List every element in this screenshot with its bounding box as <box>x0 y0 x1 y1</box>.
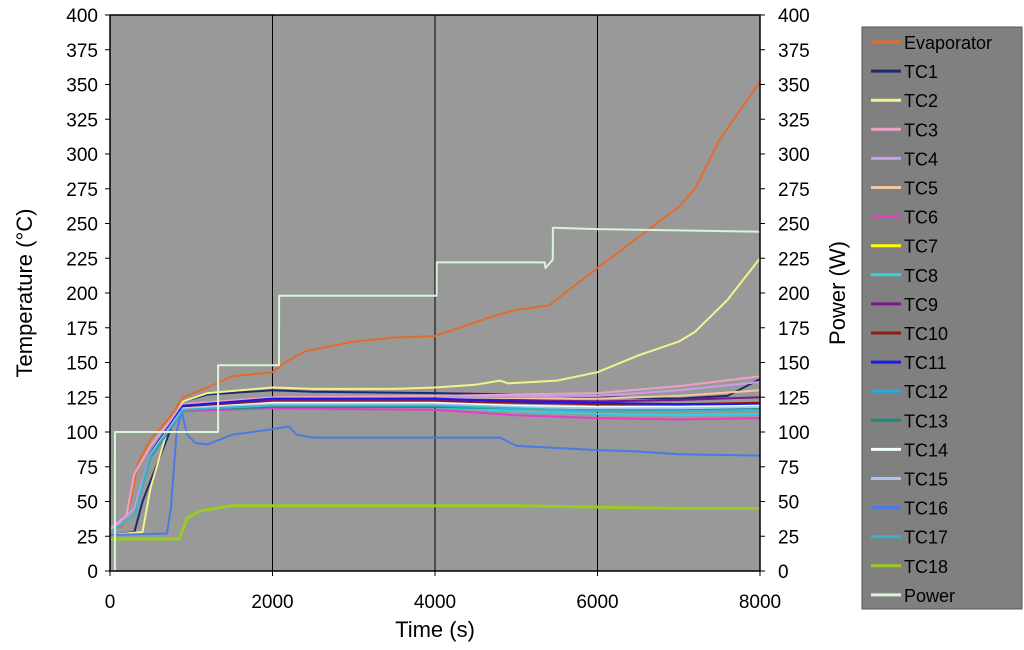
legend: Evaporator TC1 TC2 TC3 TC4 TC5 TC6 TC7 TC8 TC9 TC1… <box>861 26 1023 610</box>
y-tick-label-left: 250 <box>66 215 98 236</box>
y-tick-label-right: 350 <box>778 76 810 97</box>
series-line-tc18 <box>110 504 760 541</box>
y-tick-label-right: 200 <box>778 284 810 305</box>
y-tick-label-left: 200 <box>66 284 98 305</box>
x-axis-title: Time (s) <box>395 617 475 642</box>
legend-label-tc3: TC3 <box>904 120 938 140</box>
y-tick-label-right: 375 <box>778 41 810 62</box>
series-line-tc1 <box>109 378 761 536</box>
y-tick-label-right: 125 <box>778 388 810 409</box>
legend-label-tc8: TC8 <box>904 266 938 286</box>
x-tick-label: 2000 <box>251 592 293 613</box>
legend-label-tc7: TC7 <box>904 237 938 257</box>
legend-label-tc14: TC14 <box>904 440 948 460</box>
x-tick-label: 6000 <box>576 592 618 613</box>
y-tick-label-right: 0 <box>778 562 789 583</box>
y-tick-label-left: 25 <box>77 527 98 548</box>
y-tick-label-right: 275 <box>778 180 810 201</box>
y-tick-label-left: 375 <box>66 41 98 62</box>
axes: 0255075100125150175200225250275300325350… <box>66 6 809 613</box>
legend-label-tc6: TC6 <box>904 208 938 228</box>
y-tick-label-left: 350 <box>66 76 98 97</box>
y-tick-label-left: 225 <box>66 249 98 270</box>
y-tick-label-left: 75 <box>77 458 98 479</box>
legend-label-tc11: TC11 <box>904 353 947 373</box>
y-tick-label-right: 50 <box>778 493 799 514</box>
y-tick-label-right: 150 <box>778 354 810 375</box>
legend-label-tc9: TC9 <box>904 295 938 315</box>
legend-label-evaporator: Evaporator <box>904 33 992 53</box>
y-tick-label-right: 25 <box>778 527 799 548</box>
series-line-evaporator <box>109 81 761 531</box>
y-tick-label-left: 275 <box>66 180 98 201</box>
y-axis-title-left: Temperature (°C) <box>12 209 37 378</box>
y-tick-label-left: 175 <box>66 319 98 340</box>
legend-label-tc4: TC4 <box>904 149 938 169</box>
series-line-power <box>110 226 761 572</box>
series-line-tc17 <box>109 404 761 533</box>
y-tick-label-left: 400 <box>66 6 98 27</box>
legend-label-tc13: TC13 <box>904 411 948 431</box>
y-tick-label-right: 100 <box>778 423 810 444</box>
y-axis-title-right: Power (W) <box>825 241 850 345</box>
y-tick-label-left: 325 <box>66 110 98 131</box>
legend-label-power: Power <box>904 586 955 606</box>
y-tick-label-left: 150 <box>66 354 98 375</box>
y-tick-label-right: 300 <box>778 145 810 166</box>
legend-label-tc5: TC5 <box>904 179 938 199</box>
series-line-tc3 <box>109 375 761 531</box>
y-tick-label-right: 75 <box>778 458 799 479</box>
legend-label-tc16: TC16 <box>904 499 948 519</box>
legend-label-tc1: TC1 <box>904 62 938 82</box>
y-tick-label-left: 50 <box>77 493 98 514</box>
legend-label-tc2: TC2 <box>904 91 938 111</box>
y-tick-label-right: 175 <box>778 319 810 340</box>
legend-box <box>861 26 1023 610</box>
x-tick-label: 4000 <box>414 592 456 613</box>
x-tick-label: 0 <box>105 592 116 613</box>
legend-label-tc17: TC17 <box>904 528 948 548</box>
y-tick-label-right: 400 <box>778 6 810 27</box>
x-tick-label: 8000 <box>739 592 781 613</box>
legend-label-tc15: TC15 <box>904 470 948 490</box>
legend-label-tc10: TC10 <box>904 324 948 344</box>
y-tick-label-right: 250 <box>778 215 810 236</box>
y-tick-label-left: 300 <box>66 145 98 166</box>
legend-label-tc18: TC18 <box>904 557 948 577</box>
y-tick-label-right: 225 <box>778 249 810 270</box>
y-tick-label-left: 125 <box>66 388 98 409</box>
y-tick-label-left: 0 <box>87 562 98 583</box>
y-tick-label-left: 100 <box>66 423 98 444</box>
series-group <box>109 81 761 572</box>
series-line-tc16 <box>109 410 761 536</box>
y-tick-label-right: 325 <box>778 110 810 131</box>
grid-lines <box>272 15 598 571</box>
legend-label-tc12: TC12 <box>904 382 948 402</box>
